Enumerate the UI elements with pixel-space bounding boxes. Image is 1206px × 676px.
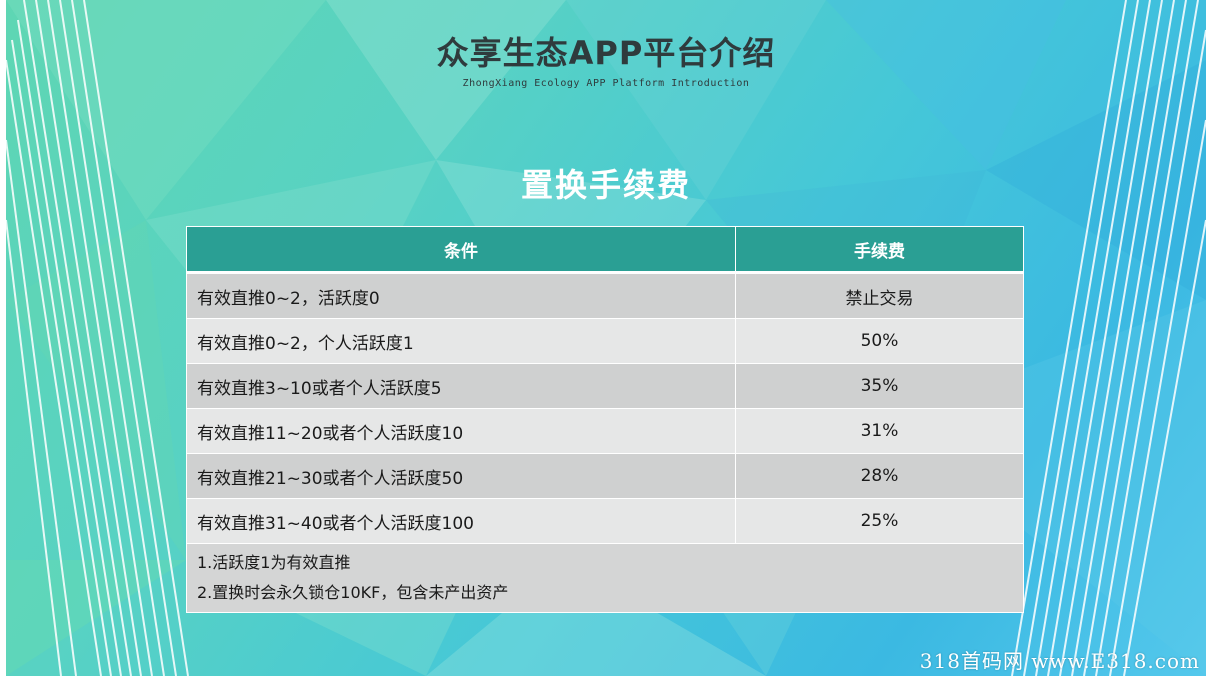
watermark: 318首码网 www.E318.com (919, 649, 1200, 673)
page-subtitle: ZhongXiang Ecology APP Platform Introduc… (462, 78, 750, 89)
table-header-row: 条件 手续费 (186, 226, 1024, 274)
notes-cell: 1.活跃度1为有效直推 2.置换时会永久锁仓10KF，包含未产出资产 (186, 543, 1024, 613)
table-notes-row: 1.活跃度1为有效直推 2.置换时会永久锁仓10KF，包含未产出资产 (186, 543, 1024, 613)
fee-cell: 35% (735, 363, 1024, 409)
fee-cell: 31% (735, 408, 1024, 454)
table-row: 有效直推31~40或者个人活跃度100 25% (186, 498, 1024, 544)
condition-cell: 有效直推0~2，活跃度0 (186, 272, 736, 319)
fee-cell: 禁止交易 (735, 272, 1024, 319)
condition-cell: 有效直推3~10或者个人活跃度5 (186, 363, 736, 409)
table-row: 有效直推21~30或者个人活跃度50 28% (186, 453, 1024, 499)
fee-cell: 25% (735, 498, 1024, 544)
table-row: 有效直推0~2，个人活跃度1 50% (186, 318, 1024, 364)
table-row: 有效直推11~20或者个人活跃度10 31% (186, 408, 1024, 454)
fee-table: 条件 手续费 有效直推0~2，活跃度0 禁止交易 有效直推0~2，个人活跃度1 … (186, 226, 1024, 613)
page-title: 众享生态APP平台介绍 (436, 34, 776, 72)
fee-cell: 50% (735, 318, 1024, 364)
condition-cell: 有效直推31~40或者个人活跃度100 (186, 498, 736, 544)
section-heading: 置换手续费 (520, 166, 691, 204)
condition-cell: 有效直推0~2，个人活跃度1 (186, 318, 736, 364)
note-line: 1.活跃度1为有效直推 (197, 553, 351, 572)
fee-cell: 28% (735, 453, 1024, 499)
condition-cell: 有效直推11~20或者个人活跃度10 (186, 408, 736, 454)
note-line: 2.置换时会永久锁仓10KF，包含未产出资产 (197, 583, 509, 602)
slide: 众享生态APP平台介绍 ZhongXiang Ecology APP Platf… (6, 0, 1206, 676)
table-row: 有效直推0~2，活跃度0 禁止交易 (186, 272, 1024, 319)
column-header-fee: 手续费 (735, 226, 1024, 274)
column-header-condition: 条件 (186, 226, 736, 274)
table-row: 有效直推3~10或者个人活跃度5 35% (186, 363, 1024, 409)
condition-cell: 有效直推21~30或者个人活跃度50 (186, 453, 736, 499)
